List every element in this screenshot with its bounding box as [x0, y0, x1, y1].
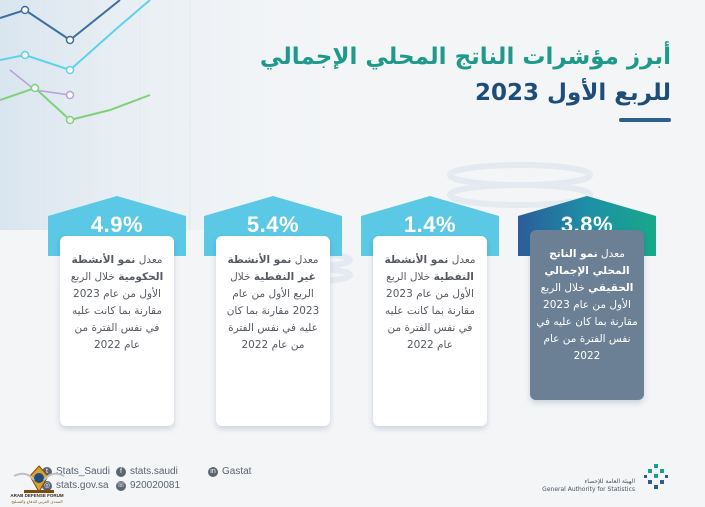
page-subtitle: للربع الأول 2023	[475, 80, 671, 106]
arab-defense-forum-watermark-icon	[13, 465, 65, 494]
desc-body: خلال الربع الأول من عام 2023 مقارنة بما …	[536, 282, 638, 362]
indicator-value: 5.4%	[246, 212, 300, 237]
desc-highlight: نمو الأنشطة غير النفطية	[227, 254, 316, 283]
indicator-description: معدل نمو الأنشطة الحكومية خلال الربع الأ…	[60, 236, 174, 426]
gastat-logo-icon	[644, 464, 668, 489]
twitter-link[interactable]: t Stats_Saudi	[42, 466, 110, 477]
title-underline	[619, 118, 671, 122]
desc-body: خلال الربع الأول من عام 2023 مقارنة بما …	[385, 271, 475, 351]
desc-body: خلال الربع الأول من عام 2023 مقارنة بما …	[70, 271, 162, 351]
desc-highlight: نمو الناتج المحلي الإجمالي الحقيقي	[544, 248, 634, 294]
facebook-icon: f	[116, 466, 126, 477]
gastat-logo-text: الهيئة العامة للإحصاء General Authority …	[542, 478, 635, 494]
indicator-description: معدل نمو الأنشطة النفطية خلال الربع الأو…	[373, 236, 487, 426]
title-block: أبرز مؤشرات الناتج المحلي الإجمالي للربع…	[260, 42, 671, 110]
twitter-icon: t	[42, 466, 52, 477]
linkedin-icon: in	[208, 466, 218, 477]
indicator-value: 1.4%	[403, 212, 457, 237]
watermark-english-text: ARAB DEFENSE FORUM	[10, 493, 64, 498]
indicator-description: معدل نمو الأنشطة غير النفطية خلال الربع …	[216, 236, 330, 426]
website-url: stats.gov.sa	[56, 480, 109, 491]
linkedin-handle: Gastat	[222, 466, 252, 477]
page-title: أبرز مؤشرات الناتج المحلي الإجمالي	[259, 44, 671, 70]
linkedin-link[interactable]: in Gastat	[208, 466, 251, 477]
desc-highlight: نمو الأنشطة النفطية	[384, 254, 474, 283]
desc-body: خلال الربع الأول من عام 2023 مقارنة بما …	[226, 271, 320, 351]
logo-english-name: General Authority for Statistics	[542, 486, 635, 493]
watermark-arabic-text: المنتدى العربي للدفاع والتسليح	[11, 499, 63, 504]
facebook-handle: stats.saudi	[130, 466, 178, 477]
desc-prefix: معدل	[451, 254, 476, 266]
logo-arabic-name: الهيئة العامة للإحصاء	[584, 478, 635, 485]
desc-prefix: معدل	[294, 254, 319, 266]
desc-prefix: معدل	[138, 254, 163, 266]
website-link[interactable]: ◎ stats.gov.sa	[42, 480, 109, 491]
phone-number: ☏ 920020081	[116, 480, 180, 491]
phone-text: 920020081	[130, 480, 181, 491]
globe-icon: ◎	[42, 480, 52, 491]
indicator-description: معدل نمو الناتج المحلي الإجمالي الحقيقي …	[530, 230, 644, 400]
desc-prefix: معدل	[601, 248, 625, 260]
phone-icon: ☏	[116, 480, 126, 491]
twitter-handle: Stats_Saudi	[56, 466, 110, 477]
indicator-value: 4.9%	[90, 212, 144, 237]
facebook-link[interactable]: f stats.saudi	[116, 466, 178, 477]
desc-highlight: نمو الأنشطة الحكومية	[71, 254, 164, 283]
